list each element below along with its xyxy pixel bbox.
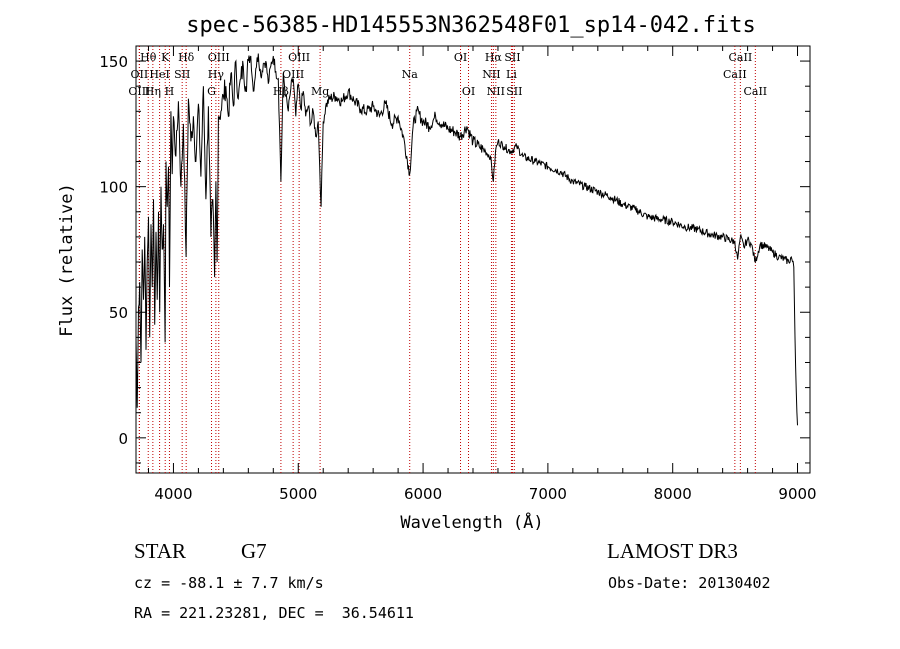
obs-date: Obs-Date: 20130402 <box>608 574 771 592</box>
line-label-22: SII <box>504 51 520 64</box>
line-label-4: HeI <box>149 68 169 81</box>
object-subclass: G7 <box>241 539 267 563</box>
x-tick-label-4: 8000 <box>654 485 692 503</box>
line-label-10: Hγ <box>208 68 225 81</box>
y-tick-label-1: 50 <box>109 304 128 322</box>
x-tick-label-5: 9000 <box>778 485 816 503</box>
y-axis-ticks: 0 50 100 150 <box>99 53 810 464</box>
line-label-21: NII <box>487 85 505 98</box>
line-label-2: OIII <box>128 85 150 98</box>
line-label-19: Hα <box>485 51 503 64</box>
object-class: STAR <box>134 539 186 563</box>
line-label-0: Hθ <box>140 51 157 64</box>
line-label-26: CaII <box>723 68 747 81</box>
x-tick-label-1: 5000 <box>279 485 317 503</box>
x-tick-label-2: 6000 <box>404 485 442 503</box>
y-tick-label-2: 100 <box>99 179 128 197</box>
line-label-12: OIII <box>288 51 310 64</box>
line-label-9: OIII <box>208 51 230 64</box>
line-label-5: K <box>161 51 170 64</box>
chart-title: spec-56385-HD145553N362548F01_sp14-042.f… <box>186 13 756 38</box>
line-label-25: CaII <box>729 51 753 64</box>
line-label-7: SII <box>174 68 190 81</box>
y-axis-label: Flux (relative) <box>57 183 77 337</box>
line-label-1: OII <box>131 68 149 81</box>
line-label-20: NII <box>482 68 500 81</box>
x-axis-ticks: 4000 5000 6000 7000 8000 9000 <box>147 46 817 503</box>
line-label-17: OI <box>454 51 467 64</box>
x-tick-label-0: 4000 <box>154 485 192 503</box>
redshift-readout: cz = -88.1 ± 7.7 km/s <box>134 574 324 592</box>
line-label-18: OI <box>462 85 475 98</box>
spectrum-series-line <box>135 53 798 426</box>
line-label-6: H <box>165 85 175 98</box>
spectral-line-markers <box>138 46 756 473</box>
line-label-3: Hη <box>145 85 161 98</box>
line-label-11: G <box>207 85 216 98</box>
line-label-15: Mg <box>311 85 329 98</box>
line-label-13: OIII <box>282 68 304 81</box>
y-tick-label-0: 0 <box>118 430 128 448</box>
plot-frame <box>135 45 811 474</box>
line-label-27: CaII <box>743 85 767 98</box>
line-label-24: SII <box>506 85 522 98</box>
x-tick-label-3: 7000 <box>529 485 567 503</box>
coordinates: RA = 221.23281, DEC = 36.54611 <box>134 604 414 622</box>
y-tick-label-3: 150 <box>99 53 128 71</box>
line-label-8: Hδ <box>178 51 195 64</box>
line-label-23: Li <box>506 68 517 81</box>
line-label-16: Na <box>402 68 419 81</box>
survey-name: LAMOST DR3 <box>607 539 738 563</box>
x-axis-label: Wavelength (Å) <box>400 511 543 533</box>
